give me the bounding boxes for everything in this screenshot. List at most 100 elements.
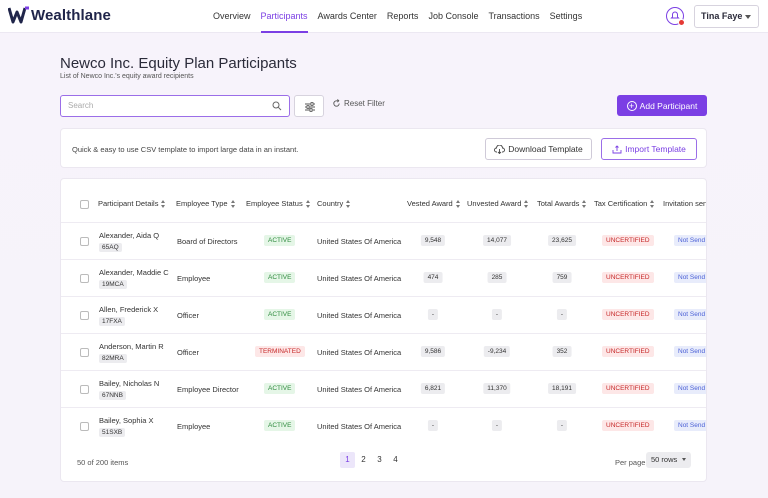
download-template-button[interactable]: Download Template (485, 138, 592, 160)
column-header-vested-award[interactable]: Vested Award (407, 199, 461, 208)
sort-icon[interactable] (455, 199, 461, 208)
total-award-value: - (556, 420, 568, 431)
page-button-1[interactable]: 1 (340, 452, 355, 468)
column-header-tax-certification[interactable]: Tax Certification (594, 199, 655, 208)
status-badge: ACTIVE (264, 383, 296, 394)
participant-name[interactable]: Allen, Frederick X (99, 305, 159, 314)
invitation-status-badge: Not Send (674, 346, 706, 357)
plus-circle-icon: + (626, 100, 637, 111)
sort-icon[interactable] (524, 199, 529, 208)
table-row[interactable]: Anderson, Martin R 82MRA Officer TERMINATED… (61, 333, 706, 370)
column-header-unvested-award[interactable]: Unvested Award (467, 199, 529, 208)
tax-certification-badge: UNCERTIFIED (602, 272, 654, 283)
rows-per-page-select[interactable]: 50 rows (646, 452, 691, 468)
participant-code-badge: 17FXA (99, 317, 125, 326)
participant-code-badge: 51SXB (99, 428, 126, 437)
nav-item-overview[interactable]: Overview (213, 11, 251, 21)
main-nav: Overview Participants Awards Center Reports… (213, 0, 592, 33)
page-button-4[interactable]: 4 (393, 455, 398, 464)
nav-item-participants[interactable]: Participants (260, 0, 308, 33)
select-all-checkbox[interactable] (80, 200, 89, 209)
participant-name[interactable]: Alexander, Aida Q (99, 231, 160, 240)
add-participant-label: Add Participant (639, 100, 698, 111)
add-participant-button[interactable]: + Add Participant (617, 95, 707, 116)
employee-type: Employee (177, 274, 211, 283)
column-header-invitation-sent[interactable]: Invitation sen (663, 199, 706, 208)
column-header-label: Participant Details (98, 199, 159, 208)
table-row[interactable]: Bailey, Nicholas N 67NNB Employee Director… (61, 370, 706, 407)
csv-import-panel: Quick & easy to use CSV template to impo… (60, 128, 707, 168)
column-header-label: Country (317, 199, 344, 208)
tax-certification-badge: UNCERTIFIED (602, 235, 654, 246)
row-checkbox[interactable] (80, 422, 89, 431)
column-header-employee-status[interactable]: Employee Status (246, 199, 311, 208)
user-menu[interactable]: Tina Faye (694, 5, 759, 28)
page-button-3[interactable]: 3 (377, 455, 382, 464)
nav-item-settings[interactable]: Settings (549, 11, 583, 21)
page-button-2[interactable]: 2 (361, 455, 366, 464)
row-checkbox[interactable] (80, 311, 89, 320)
table-row[interactable]: Allen, Frederick X 17FXA Officer ACTIVE Unit… (61, 296, 706, 333)
column-header-employee-type[interactable]: Employee Type (176, 199, 236, 208)
vested-award-value: 9,548 (420, 235, 446, 246)
column-header-label: Employee Status (246, 199, 303, 208)
import-template-button[interactable]: Import Template (601, 138, 697, 160)
vested-award-value: 474 (423, 272, 443, 283)
invitation-status-badge: Not Send (674, 272, 706, 283)
participant-name[interactable]: Anderson, Martin R (99, 342, 164, 351)
search-box (60, 95, 290, 117)
rows-per-page-value: 50 rows (651, 455, 678, 464)
status-badge: ACTIVE (264, 420, 296, 431)
participant-name[interactable]: Bailey, Nicholas N (99, 379, 160, 388)
table-row[interactable]: Alexander, Aida Q 65AQ Board of Directors A… (61, 222, 706, 259)
nav-item-job-console[interactable]: Job Console (428, 11, 479, 21)
reset-filter-label: Reset Filter (344, 99, 385, 108)
country: United States Of America (317, 237, 402, 246)
download-template-label: Download Template (508, 144, 583, 154)
sort-icon[interactable] (230, 199, 236, 208)
import-icon (612, 144, 622, 153)
sort-icon[interactable] (161, 199, 166, 208)
status-badge: ACTIVE (264, 235, 296, 246)
participant-name[interactable]: Bailey, Sophia X (99, 416, 154, 425)
status-badge: ACTIVE (264, 309, 296, 320)
row-checkbox[interactable] (80, 237, 89, 246)
unvested-award-value: 11,370 (483, 383, 511, 394)
employee-type: Board of Directors (177, 237, 238, 246)
filter-button[interactable] (294, 95, 324, 117)
nav-item-reports[interactable]: Reports (386, 11, 419, 21)
sort-icon[interactable] (346, 199, 351, 208)
tax-certification-badge: UNCERTIFIED (602, 346, 654, 357)
participant-code-badge: 65AQ (99, 243, 122, 252)
total-award-value: - (556, 309, 568, 320)
nav-item-awards-center[interactable]: Awards Center (317, 11, 377, 21)
nav-item-transactions[interactable]: Transactions (488, 11, 540, 21)
chevron-down-icon (745, 15, 751, 19)
total-award-value: 352 (552, 346, 572, 357)
table-row[interactable]: Alexander, Maddie C 19MCA Employee ACTIVE Un… (61, 259, 706, 296)
sort-icon[interactable] (582, 199, 587, 208)
country: United States Of America (317, 385, 402, 394)
column-header-label: Employee Type (176, 199, 228, 208)
reset-filter-button[interactable]: Reset Filter (332, 99, 385, 108)
search-icon[interactable] (272, 101, 282, 111)
employee-type: Employee Director (177, 385, 239, 394)
country: United States Of America (317, 274, 402, 283)
column-header-country[interactable]: Country (317, 199, 351, 208)
notification-bell-icon[interactable] (666, 7, 685, 26)
row-checkbox[interactable] (80, 385, 89, 394)
row-checkbox[interactable] (80, 274, 89, 283)
row-checkbox[interactable] (80, 348, 89, 357)
search-input[interactable] (61, 96, 261, 115)
sort-icon[interactable] (305, 199, 311, 208)
column-header-total-awards[interactable]: Total Awards (537, 199, 587, 208)
table-row[interactable]: Bailey, Sophia X 51SXB Employee ACTIVE Unite… (61, 407, 706, 444)
per-page-label: Per page (615, 458, 646, 467)
column-header-participant-details[interactable]: Participant Details (98, 199, 166, 208)
tax-certification-badge: UNCERTIFIED (602, 383, 654, 394)
sort-icon[interactable] (650, 199, 655, 208)
wealthlane-logo-icon (8, 6, 29, 24)
participant-name[interactable]: Alexander, Maddie C (99, 268, 169, 277)
unvested-award-value: 285 (487, 272, 507, 283)
logo[interactable]: Wealthlane (8, 6, 111, 24)
